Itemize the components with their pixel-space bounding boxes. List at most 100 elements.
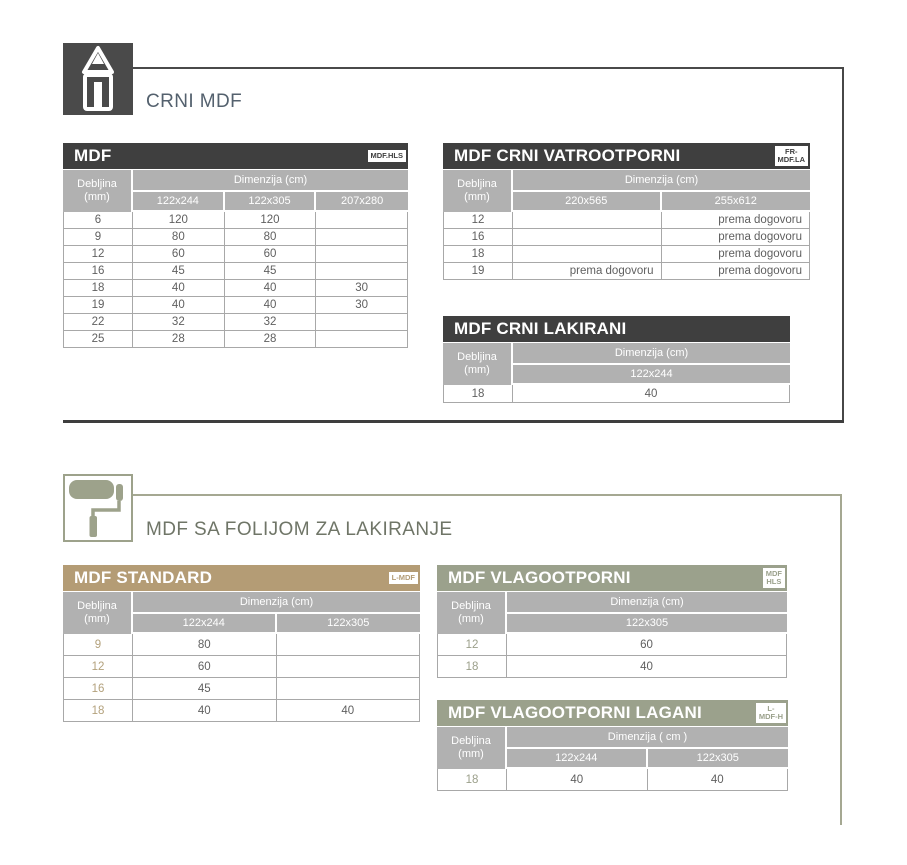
thickness-cell: 18 [437, 769, 507, 791]
thickness-cell: 22 [63, 314, 133, 331]
value-cell: 40 [507, 769, 648, 791]
value-cell: 30 [316, 297, 408, 314]
value-cell [316, 263, 408, 280]
value-cell: 40 [276, 700, 420, 722]
value-cell [316, 331, 408, 348]
value-cell: 60 [224, 246, 317, 263]
table-row: 12 60 60 [63, 246, 408, 263]
table-title: MDF CRNI LAKIRANI [454, 319, 627, 338]
product-code-line: HLS [766, 577, 782, 586]
thickness-cell: 19 [443, 263, 513, 280]
table-row: 18 prema dogovoru [443, 246, 810, 263]
value-cell: 60 [507, 634, 787, 656]
value-cell [316, 212, 408, 229]
column-header: 122x305 [647, 749, 788, 769]
table-mdf-crni-lakirani: MDF CRNI LAKIRANI Debljina (mm) Dimenzija (… [443, 316, 790, 403]
value-cell: 40 [224, 297, 317, 314]
table-header-bar: MDF VLAGOOTPORNI MDF HLS [437, 565, 787, 591]
column-header: 122x244 [507, 749, 648, 769]
value-cell [513, 229, 662, 246]
value-cell: 80 [224, 229, 317, 246]
product-code-line: L- [767, 704, 775, 713]
thickness-cell: 6 [63, 212, 133, 229]
thickness-cell: 19 [63, 297, 133, 314]
value-cell [276, 678, 420, 700]
value-cell: 120 [133, 212, 225, 229]
thickness-header: Debljina (mm) [437, 592, 507, 634]
value-cell [513, 246, 662, 263]
table-header-bar: MDF STANDARD L-MDF [63, 565, 420, 591]
value-cell: 40 [133, 297, 225, 314]
value-cell: 40 [224, 280, 317, 297]
table-row: 18 40 40 30 [63, 280, 408, 297]
product-code-badge: MDF HLS [762, 568, 785, 588]
dimension-header: Dimenzija (cm) [133, 170, 408, 192]
table-title: MDF CRNI VATROOTPORNI [454, 146, 681, 165]
section-frame-right [840, 494, 842, 825]
table-header-bar: MDF CRNI VATROOTPORNI FR- MDF.LA [443, 143, 810, 169]
product-code-badge: MDF.HLS [367, 150, 406, 162]
value-cell: 80 [133, 229, 225, 246]
value-cell: prema dogovoru [661, 246, 810, 263]
value-cell: prema dogovoru [513, 263, 662, 280]
thickness-cell: 18 [63, 700, 133, 722]
thickness-cell: 9 [63, 229, 133, 246]
dimension-table: Debljina (mm) Dimenzija (cm) 220x565 255x612… [443, 170, 810, 280]
value-cell [513, 212, 662, 229]
value-cell [276, 656, 420, 678]
column-header: 122x305 [224, 192, 317, 212]
thickness-cell: 18 [437, 656, 507, 678]
table-mdf: MDF MDF.HLS Debljina (mm) Dimenzija (cm) 122x… [63, 143, 408, 348]
thickness-cell: 12 [437, 634, 507, 656]
value-cell: prema dogovoru [661, 229, 810, 246]
table-row: 19 prema dogovoru prema dogovoru [443, 263, 810, 280]
value-cell: 40 [507, 656, 787, 678]
value-cell: prema dogovoru [661, 212, 810, 229]
table-row: 12 prema dogovoru [443, 212, 810, 229]
thickness-cell: 25 [63, 331, 133, 348]
product-code-line: MDF.LA [777, 155, 806, 164]
table-row: 16 prema dogovoru [443, 229, 810, 246]
thickness-header: Debljina (mm) [63, 592, 133, 634]
value-cell: 45 [133, 678, 277, 700]
thickness-cell: 16 [63, 678, 133, 700]
table-row: 18 40 [437, 656, 787, 678]
value-cell: 40 [513, 385, 790, 403]
product-code-badge: FR- MDF.LA [774, 146, 808, 166]
column-header: 122x244 [133, 192, 225, 212]
table-row: 16 45 [63, 678, 420, 700]
value-cell: 40 [647, 769, 788, 791]
product-code-line: L-MDF [391, 573, 415, 582]
table-row: 18 40 [443, 385, 790, 403]
value-cell: 60 [133, 246, 225, 263]
table-mdf-vlagootporni-lagani: MDF VLAGOOTPORNI LAGANI L- MDF-H Debljina (m… [437, 700, 788, 791]
column-header: 255x612 [661, 192, 810, 212]
value-cell [316, 229, 408, 246]
product-code-line: FR- [785, 147, 798, 156]
section-title-mdf-sa-folijom: MDF SA FOLIJOM ZA LAKIRANJE [146, 519, 453, 540]
table-header-bar: MDF MDF.HLS [63, 143, 408, 169]
product-code-badge: L- MDF-H [755, 703, 786, 723]
section-frame-right [842, 67, 844, 423]
thickness-cell: 16 [63, 263, 133, 280]
product-code-line: MDF-H [758, 712, 783, 721]
column-header: 122x305 [507, 614, 787, 634]
value-cell: 32 [224, 314, 317, 331]
table-row: 19 40 40 30 [63, 297, 408, 314]
table-mdf-crni-vatrootporni: MDF CRNI VATROOTPORNI FR- MDF.LA Debljina (m… [443, 143, 810, 280]
value-cell [316, 314, 408, 331]
thickness-cell: 16 [443, 229, 513, 246]
table-title: MDF VLAGOOTPORNI [448, 568, 631, 587]
value-cell: 80 [133, 634, 277, 656]
dimension-table: Debljina (mm) Dimenzija (cm) 122x305 12 60 18 4… [437, 592, 787, 678]
table-row: 18 40 40 [437, 769, 788, 791]
product-code-line: MDF [765, 569, 782, 578]
section-frame-bottom [63, 420, 844, 423]
section-divider-line [133, 494, 841, 496]
product-code-line: MDF.HLS [370, 151, 404, 160]
thickness-cell: 12 [443, 212, 513, 229]
table-header-bar: MDF CRNI LAKIRANI [443, 316, 790, 342]
dimension-header: Dimenzija (cm) [507, 592, 787, 614]
table-row: 12 60 [437, 634, 787, 656]
table-row: 22 32 32 [63, 314, 408, 331]
